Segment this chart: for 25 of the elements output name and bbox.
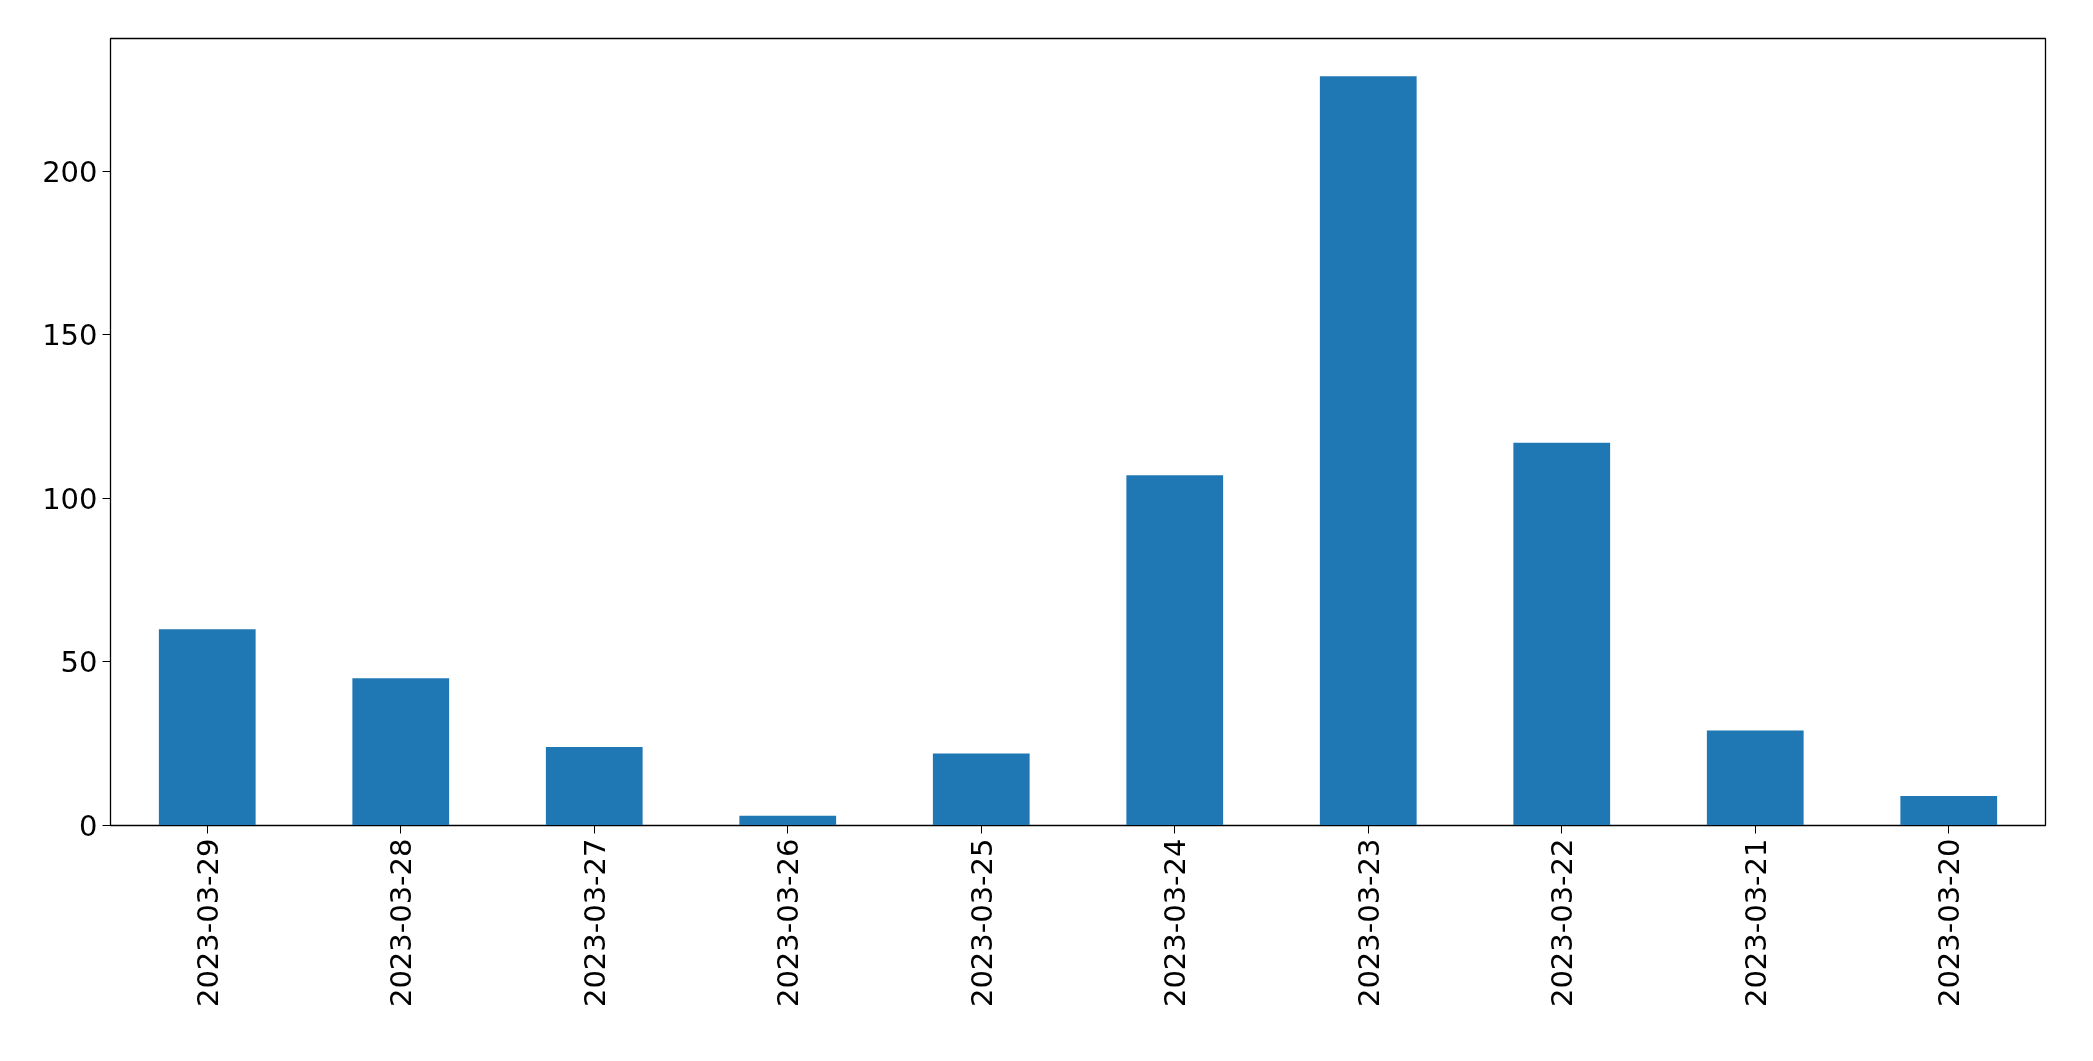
- bar: [1126, 475, 1224, 826]
- x-tick-label: 2023-03-29: [190, 838, 225, 1008]
- x-tick-label: 2023-03-25: [964, 838, 999, 1008]
- y-tick-label: 0: [79, 809, 98, 843]
- x-tick-label: 2023-03-22: [1545, 838, 1580, 1008]
- y-tick-label: 50: [60, 645, 98, 680]
- x-tick-label: 2023-03-27: [577, 838, 612, 1008]
- bar: [158, 629, 256, 826]
- bar: [1900, 796, 1998, 826]
- bar: [932, 753, 1030, 826]
- y-tick-label: 200: [42, 154, 98, 189]
- x-tick-label: 2023-03-21: [1738, 838, 1773, 1008]
- x-tick-label: 2023-03-20: [1932, 838, 1967, 1008]
- bar: [352, 678, 450, 826]
- x-tick-label: 2023-03-28: [384, 838, 419, 1008]
- y-tick-label: 100: [42, 481, 98, 516]
- bar: [1706, 730, 1804, 826]
- bar: [1513, 442, 1611, 826]
- x-tick-label: 2023-03-23: [1351, 838, 1386, 1008]
- y-tick-label: 150: [42, 318, 98, 353]
- bar: [739, 815, 837, 826]
- x-tick-label: 2023-03-26: [771, 838, 806, 1008]
- bar: [1319, 76, 1417, 826]
- bar: [545, 746, 643, 826]
- x-tick-label: 2023-03-24: [1158, 838, 1193, 1008]
